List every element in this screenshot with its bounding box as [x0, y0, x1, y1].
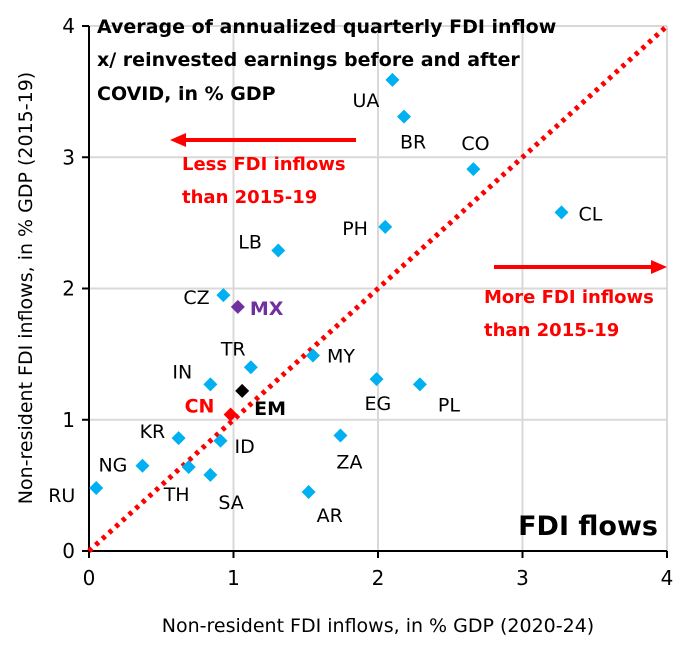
point-lb — [271, 243, 286, 258]
point-label-ph: PH — [342, 218, 368, 240]
point-cl — [554, 205, 569, 220]
diagonal-line — [87, 24, 669, 553]
more-inflows-annotation: More FDI inflows than 2015-19 — [484, 260, 667, 341]
point-label-ng: NG — [98, 455, 127, 477]
axes — [82, 25, 668, 558]
y-tick-label: 2 — [62, 277, 75, 301]
point-label-ar: AR — [317, 505, 343, 527]
point-label-mx: MX — [250, 298, 284, 320]
point-eg — [369, 372, 384, 387]
point-label-cl: CL — [579, 203, 603, 225]
data-points: RU NG KR TH SA IN ID CN EM TR AR ZA MY EG PL CZ MX LB PH CO… — [48, 72, 603, 527]
y-tick-label: 1 — [62, 408, 75, 432]
y-axis-label: Non-resident FDI inflows, in % GDP (2015… — [15, 72, 37, 504]
x-tick-label: 2 — [372, 566, 385, 590]
x-axis-label: Non-resident FDI inflows, in % GDP (2020… — [162, 615, 594, 637]
point-label-th: TH — [163, 484, 190, 506]
point-in — [203, 377, 218, 392]
point-th — [181, 460, 196, 474]
chart-title-line-3: COVID, in % GDP — [97, 83, 276, 105]
chart-title-line-2: x/ reinvested earnings before and after — [97, 49, 520, 71]
point-ph — [378, 219, 393, 234]
point-label-eg: EG — [365, 393, 392, 415]
more-inflows-line-1: More FDI inflows — [484, 287, 654, 308]
more-inflows-line-2: than 2015-19 — [484, 320, 619, 341]
point-label-pl: PL — [438, 394, 460, 416]
point-ua — [385, 72, 400, 87]
point-ru — [89, 481, 104, 495]
point-label-kr: KR — [140, 421, 166, 443]
x-tick-label: 4 — [661, 566, 674, 590]
point-label-tr: TR — [220, 338, 246, 360]
point-pl — [412, 377, 427, 392]
point-label-za: ZA — [336, 452, 362, 474]
point-tr — [243, 360, 258, 375]
point-label-br: BR — [400, 132, 426, 154]
point-cz — [216, 288, 231, 303]
y-tick-label: 3 — [62, 145, 75, 169]
right-arrow-head — [651, 260, 667, 274]
less-inflows-line-1: Less FDI inflows — [182, 154, 346, 175]
point-mx — [230, 299, 245, 314]
left-arrow-head — [170, 133, 186, 147]
less-inflows-annotation: Less FDI inflows than 2015-19 — [170, 133, 356, 208]
point-co — [466, 162, 481, 177]
point-label-em: EM — [254, 398, 286, 420]
point-label-cn: CN — [185, 396, 215, 418]
corner-label: FDI flows — [518, 511, 658, 542]
y-tick-label: 4 — [62, 14, 75, 38]
point-sa — [203, 467, 218, 482]
point-em — [235, 383, 250, 398]
point-label-co: CO — [461, 133, 489, 155]
tick-labels: 0 1 2 3 4 0 1 2 3 4 — [62, 14, 673, 590]
point-ar — [301, 484, 316, 499]
point-label-cz: CZ — [183, 287, 209, 309]
point-label-id: ID — [234, 436, 254, 458]
point-ng — [135, 458, 150, 473]
point-label-sa: SA — [218, 492, 243, 514]
point-id — [213, 433, 228, 448]
point-kr — [171, 431, 186, 446]
point-za — [333, 428, 348, 443]
point-label-ru: RU — [48, 485, 75, 507]
point-br — [397, 109, 412, 124]
x-tick-label: 1 — [227, 566, 240, 590]
point-label-in: IN — [172, 361, 192, 383]
chart-title-line-1: Average of annualized quarterly FDI infl… — [97, 16, 556, 38]
point-label-ua: UA — [352, 90, 379, 112]
x-tick-label: 0 — [83, 566, 96, 590]
point-my — [305, 348, 320, 363]
y-tick-label: 0 — [62, 539, 75, 563]
x-tick-label: 3 — [516, 566, 529, 590]
point-label-my: MY — [327, 345, 355, 367]
point-label-lb: LB — [238, 231, 262, 253]
point-cn — [223, 407, 238, 422]
less-inflows-line-2: than 2015-19 — [182, 187, 317, 208]
